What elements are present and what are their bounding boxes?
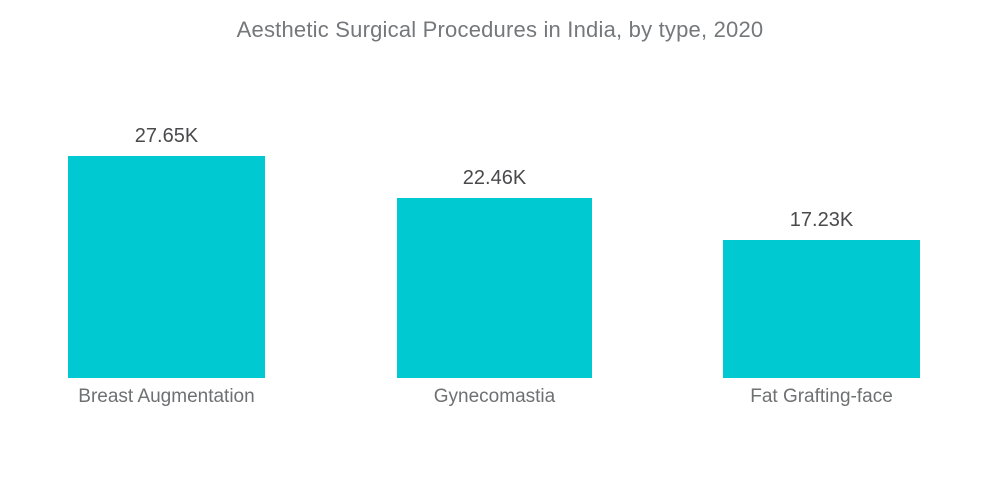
bar-breast-augmentation	[68, 156, 265, 378]
bar-fat-grafting-face	[723, 240, 920, 378]
chart-title: Aesthetic Surgical Procedures in India, …	[236, 17, 764, 42]
bar-value-label: 22.46K	[462, 167, 527, 189]
bar-value-label: 17.23K	[789, 209, 854, 231]
category-label-fat-grafting-face: Fat Grafting-face	[750, 386, 893, 407]
bar-group-fat-grafting-face: 17.23K	[723, 209, 920, 378]
bar-group-gynecomastia: 22.46K	[397, 167, 592, 378]
bar-group-breast-augmentation: 27.65K	[68, 125, 265, 378]
category-label-gynecomastia: Gynecomastia	[433, 386, 556, 407]
bar-value-label: 27.65K	[134, 125, 199, 147]
bar-gynecomastia	[397, 198, 592, 378]
category-label-breast-augmentation: Breast Augmentation	[78, 386, 255, 407]
